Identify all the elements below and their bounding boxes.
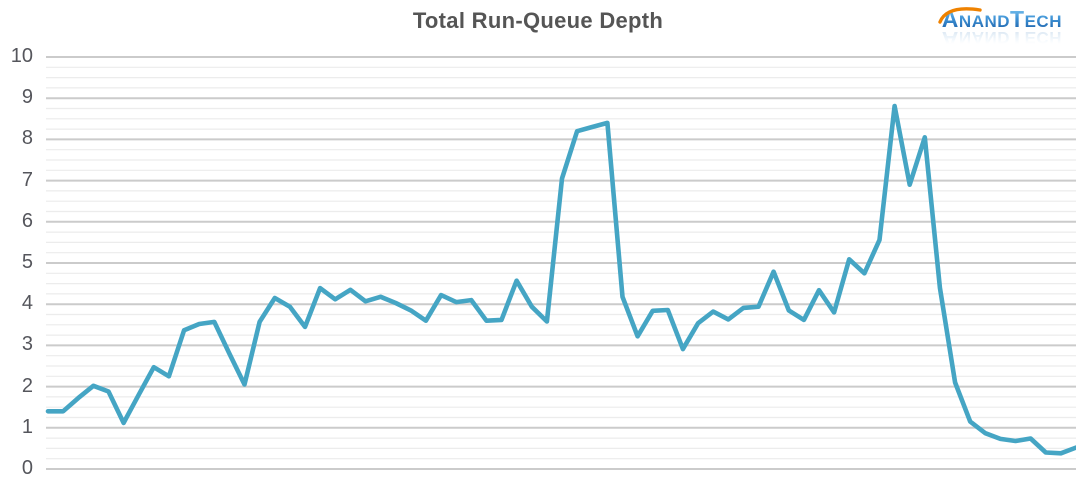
- y-axis-tick-label: 5: [21, 251, 33, 274]
- chart-title: Total Run-Queue Depth: [412, 8, 664, 33]
- y-axis-tick-label: 10: [10, 45, 33, 68]
- y-axis-tick-label: 9: [21, 86, 33, 109]
- y-axis-tick-label: 6: [21, 209, 33, 232]
- logo-reflection: ANANDTECH: [941, 27, 1062, 53]
- y-axis-tick-label: 8: [21, 127, 33, 150]
- y-axis-tick-label: 1: [21, 415, 33, 438]
- y-axis-tick-label: 2: [21, 374, 33, 397]
- logo-swoosh-icon: [938, 7, 982, 24]
- anandtech-logo-text: ANANDTECH: [938, 7, 1062, 31]
- y-axis-tick-label: 7: [21, 168, 33, 191]
- anandtech-logo: ANANDTECH ANANDTECH: [938, 7, 1062, 53]
- run-queue-series-line: [45, 103, 1076, 456]
- y-axis-tick-label: 3: [21, 333, 33, 356]
- y-axis-tick-label: 0: [21, 457, 33, 480]
- y-axis-tick-label: 4: [21, 292, 33, 315]
